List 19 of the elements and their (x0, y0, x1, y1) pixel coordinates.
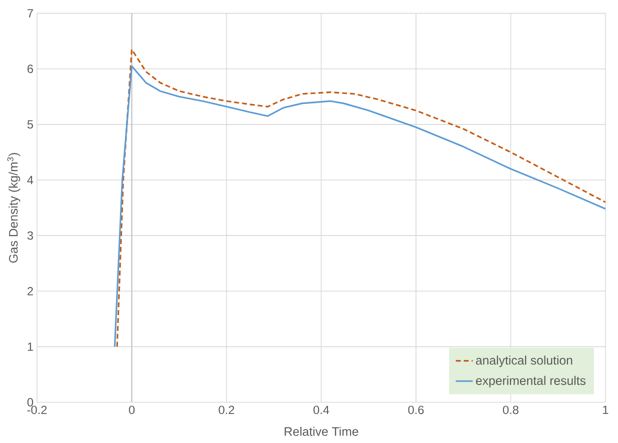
y-tick-label: 2 (28, 286, 33, 296)
y-tick-label: 3 (27, 231, 34, 240)
y-tick-label: 7 (28, 9, 33, 18)
x-axis-title: Relative Time (284, 426, 358, 436)
x-tick-label: 1 (603, 406, 608, 414)
x-tick-label: -0.2 (27, 406, 47, 414)
x-tick-label: 0.4 (313, 406, 330, 414)
x-tick-label: 0.6 (408, 406, 424, 414)
legend-label: analytical solution (476, 356, 572, 368)
x-tick-label: 0.2 (218, 406, 234, 414)
y-tick-label: 6 (28, 64, 34, 73)
legend-label: experimental results (476, 376, 586, 388)
y-tick-label: 4 (27, 176, 34, 184)
x-tick-label: 0.8 (502, 406, 518, 414)
y-axis-title: Gas Density (kg/m$^{3}$) (7, 152, 20, 263)
y-tick-label: 0 (27, 398, 34, 406)
y-tick-label: 1 (28, 342, 33, 351)
y-tick-label: 5 (27, 120, 34, 128)
x-tick-label: 0 (128, 406, 135, 414)
